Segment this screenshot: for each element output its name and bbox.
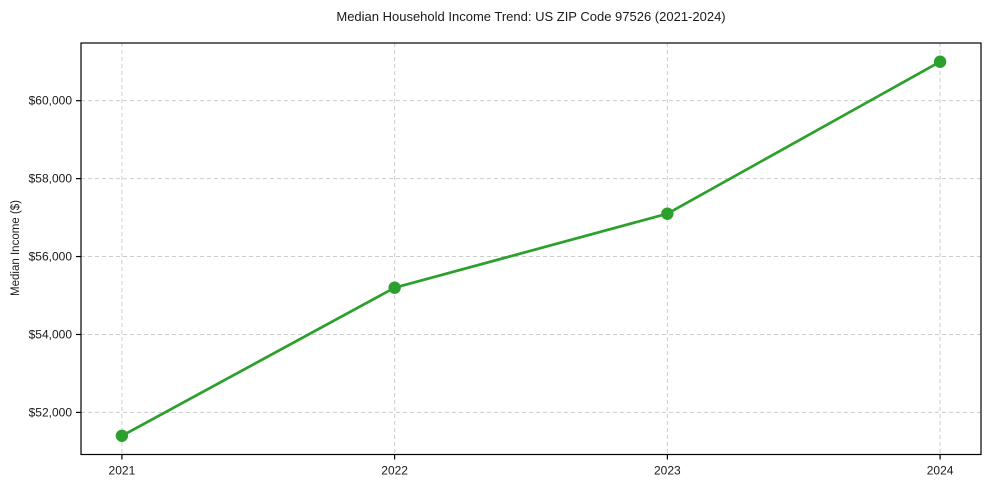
axes-frame	[80, 42, 982, 456]
x-tick-label: 2023	[654, 464, 681, 478]
y-tick-label: $54,000	[29, 327, 73, 341]
x-tick-label: 2024	[927, 464, 954, 478]
y-tick-label: $60,000	[29, 94, 73, 108]
chart-title: Median Household Income Trend: US ZIP Co…	[336, 9, 726, 24]
x-tick-label: 2022	[381, 464, 408, 478]
data-point	[388, 281, 401, 294]
data-line	[120, 60, 942, 438]
data-point	[115, 429, 129, 442]
data-point	[661, 207, 674, 220]
y-tick-label: $52,000	[29, 405, 73, 419]
data-point	[933, 55, 947, 68]
y-tick-label: $58,000	[29, 172, 73, 186]
x-tick-label: 2021	[109, 464, 136, 478]
y-axis-label: Median Income ($)	[10, 200, 22, 296]
y-tick-label: $56,000	[29, 250, 73, 264]
